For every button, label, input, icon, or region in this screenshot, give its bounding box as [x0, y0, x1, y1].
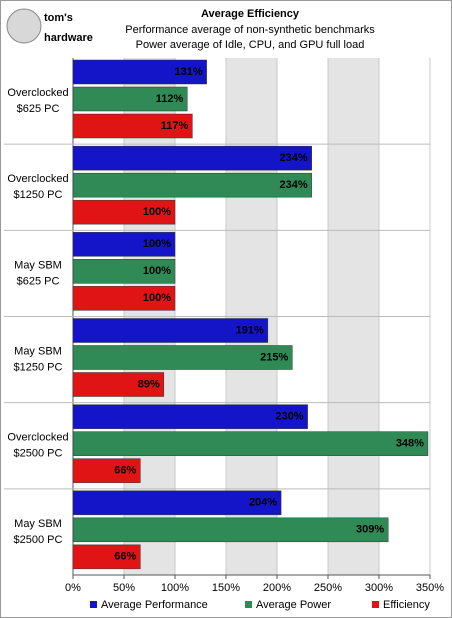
x-tick-label: 150%	[212, 582, 240, 594]
y-tick-label: Overclocked	[7, 87, 68, 99]
bar	[72, 458, 141, 483]
value-label: 100%	[143, 206, 171, 218]
y-tick-label: $1250 PC	[14, 361, 63, 373]
bar	[72, 404, 308, 429]
bar	[72, 286, 176, 311]
value-label: 234%	[280, 152, 308, 164]
legend-label: Average Performance	[101, 599, 208, 611]
value-label: 204%	[249, 497, 277, 509]
x-tick-label: 200%	[263, 582, 291, 594]
logo-badge	[6, 8, 42, 44]
chart-subtitle: Performance average of non-synthetic ben…	[125, 24, 375, 36]
legend-label: Efficiency	[383, 599, 430, 611]
x-tick-label: 50%	[113, 582, 135, 594]
bar	[72, 59, 207, 85]
value-label: 234%	[280, 179, 308, 191]
bar	[72, 172, 312, 198]
logo-subtext: hardware	[44, 32, 93, 44]
y-tick-label: Overclocked	[7, 432, 68, 444]
value-label: 117%	[161, 120, 189, 132]
bar	[72, 145, 312, 171]
legend-label: Average Power	[256, 599, 331, 611]
value-label: 230%	[275, 411, 303, 423]
bar	[72, 113, 193, 139]
x-tick-label: 350%	[416, 582, 444, 594]
y-tick-label: Overclocked	[7, 173, 68, 185]
bar	[72, 345, 293, 370]
value-label: 66%	[114, 465, 136, 477]
y-tick-label: May SBM	[14, 518, 62, 530]
y-tick-label: May SBM	[14, 345, 62, 357]
y-tick-label: $1250 PC	[14, 189, 63, 201]
bar	[72, 544, 141, 570]
bar	[72, 372, 165, 397]
value-label: 348%	[396, 438, 424, 450]
y-tick-label: $625 PC	[17, 103, 60, 115]
value-label: 191%	[236, 324, 264, 336]
legend-swatch	[245, 601, 252, 608]
x-tick-label: 300%	[365, 582, 393, 594]
bar	[72, 517, 389, 543]
value-label: 100%	[143, 292, 171, 304]
value-label: 89%	[138, 378, 160, 390]
bar	[72, 259, 176, 284]
logo-text: tom's	[44, 12, 73, 24]
bar	[72, 431, 429, 456]
y-tick-label: May SBM	[14, 259, 62, 271]
value-label: 215%	[260, 351, 288, 363]
legend-swatch	[90, 601, 97, 608]
value-label: 100%	[143, 238, 171, 250]
x-tick-label: 250%	[314, 582, 342, 594]
legend-swatch	[372, 601, 379, 608]
bar	[72, 490, 282, 516]
chart-title: Average Efficiency	[201, 8, 300, 20]
y-tick-label: $2500 PC	[14, 534, 63, 546]
chart-subtitle: Power average of Idle, CPU, and GPU full…	[136, 39, 365, 51]
y-tick-label: $2500 PC	[14, 448, 63, 460]
x-tick-label: 0%	[65, 582, 81, 594]
y-tick-label: $625 PC	[17, 275, 60, 287]
value-label: 100%	[143, 265, 171, 277]
bar	[72, 199, 176, 225]
bar	[72, 318, 269, 343]
value-label: 66%	[114, 551, 136, 563]
bar	[72, 86, 188, 112]
bar	[72, 232, 176, 257]
value-label: 131%	[174, 66, 202, 78]
logo: tom's hardware	[6, 8, 93, 44]
x-tick-label: 100%	[161, 582, 189, 594]
value-label: 309%	[356, 524, 384, 536]
value-label: 112%	[156, 93, 184, 105]
